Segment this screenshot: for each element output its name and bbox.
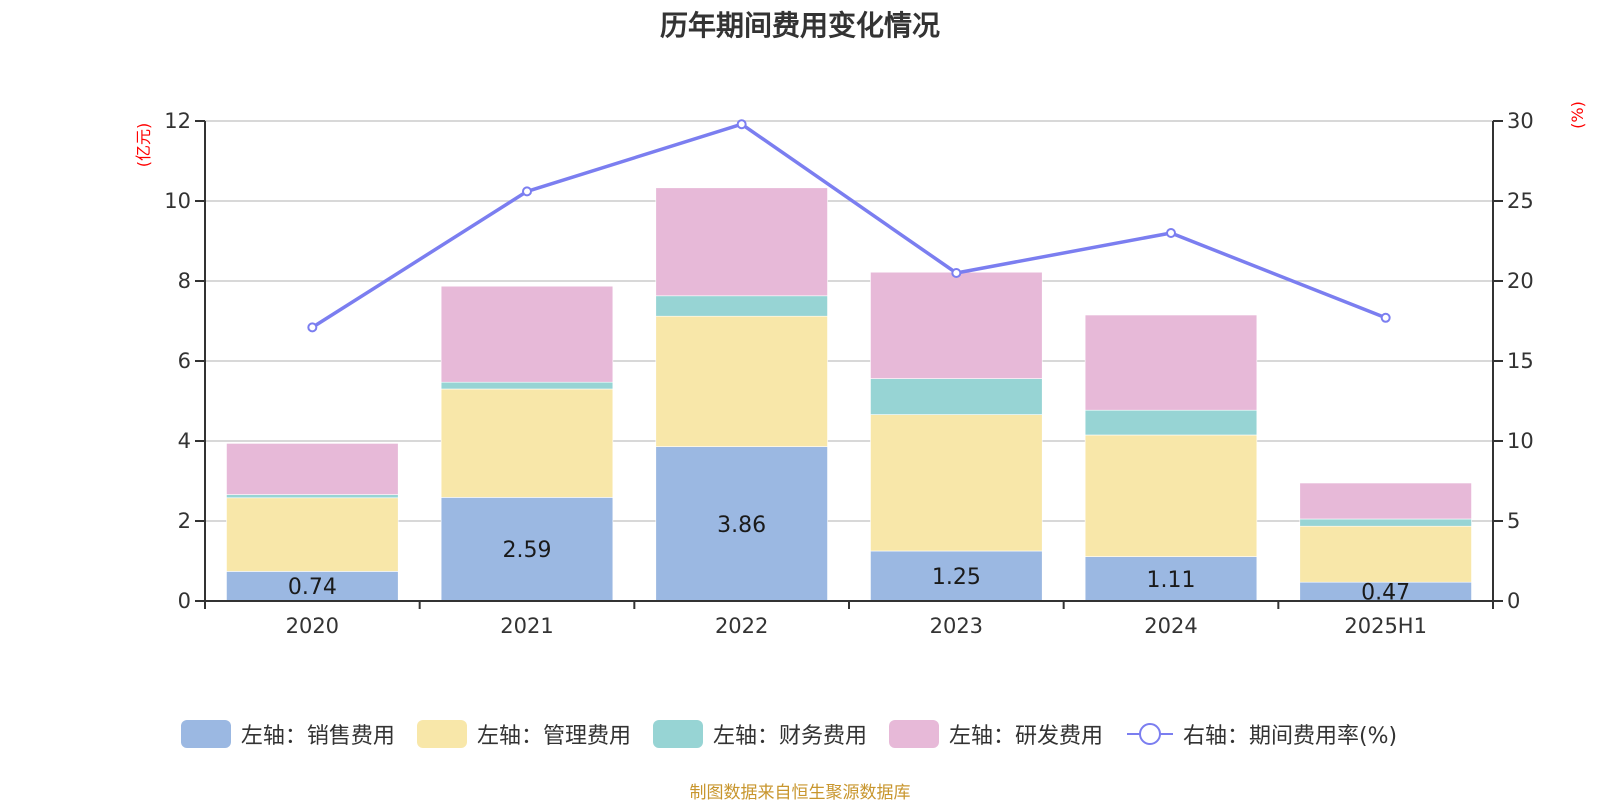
- legend-item[interactable]: 右轴：期间费用率(%): [1125, 718, 1397, 750]
- left-axis-tick-label: 10: [164, 189, 191, 213]
- legend-line-marker-icon: [1126, 723, 1173, 745]
- x-axis-tick-label: 2022: [715, 614, 768, 638]
- legend-swatch-icon: [180, 720, 231, 748]
- bar-segment: [440, 388, 614, 498]
- bar-value-label: 2.59: [503, 538, 552, 563]
- legend-swatch-icon: [416, 720, 467, 748]
- rate-line-point: [1166, 228, 1176, 238]
- legend-swatch-icon: [888, 720, 939, 748]
- bar-value-label: 1.25: [932, 565, 981, 590]
- bar-segment: [1299, 482, 1472, 520]
- x-axis-tick-label: 2021: [500, 614, 553, 638]
- bar-segment: [1084, 409, 1258, 436]
- legend-label: 左轴：研发费用: [948, 724, 1103, 749]
- right-axis-tick-label: 20: [1507, 269, 1534, 293]
- right-axis-tick-label: 30: [1507, 109, 1534, 133]
- legend: 左轴：销售费用 左轴：管理费用 左轴：财务费用 左轴：研发费用 右轴：期间费用率(%): [0, 718, 1600, 750]
- bar-segment: [655, 315, 828, 447]
- rate-line-point: [736, 119, 747, 130]
- bar-value-label: 1.11: [1147, 568, 1196, 593]
- legend-label: 右轴：期间费用率(%): [1182, 724, 1398, 749]
- legend-label: 左轴：管理费用: [476, 724, 631, 749]
- bar-segment: [870, 378, 1043, 415]
- legend-item[interactable]: 左轴：销售费用: [180, 718, 395, 750]
- gridlines: [205, 120, 1493, 522]
- legend-item[interactable]: 左轴：管理费用: [416, 718, 631, 750]
- bar-segment: [226, 497, 399, 572]
- bar-segment: [870, 414, 1043, 552]
- bar-segment: [440, 381, 614, 390]
- bar-segment: [655, 295, 828, 317]
- right-axis-tick-label: 15: [1507, 349, 1534, 373]
- rate-line-path: [311, 122, 1387, 329]
- bar-value-label: 0.74: [288, 575, 337, 600]
- legend-swatch-icon: [652, 720, 703, 748]
- bar-segment: [655, 446, 828, 602]
- bar-segment: [1084, 314, 1258, 411]
- bar-segment: [440, 285, 614, 383]
- right-axis-tick-label: 25: [1507, 189, 1534, 213]
- legend-label: 左轴：销售费用: [240, 724, 395, 749]
- left-axis-tick-label: 0: [178, 589, 191, 613]
- left-axis-tick-label: 6: [178, 349, 191, 373]
- legend-label: 左轴：财务费用: [712, 724, 867, 749]
- left-axis-unit-label: (亿元): [134, 123, 153, 168]
- legend-item[interactable]: 左轴：财务费用: [652, 718, 867, 750]
- rate-line-point: [1380, 312, 1391, 323]
- rate-line-point: [951, 268, 962, 278]
- bar-segment: [226, 571, 399, 602]
- left-axis-tick-label: 12: [164, 109, 191, 133]
- bar-segment: [870, 271, 1043, 379]
- chart-title: 历年期间费用变化情况: [659, 9, 940, 42]
- source-note: 制图数据来自恒生聚源数据库: [689, 783, 911, 803]
- right-axis-tick-label: 0: [1507, 589, 1520, 613]
- x-axis-tick-label: 2023: [930, 614, 983, 638]
- left-axis-tick-label: 2: [178, 509, 191, 533]
- right-axis-tick-label: 5: [1507, 509, 1520, 533]
- bar-segment: [1299, 525, 1472, 583]
- bar-segment: [1084, 434, 1258, 557]
- bar-value-label: 3.86: [717, 513, 766, 538]
- bars: [226, 187, 1472, 602]
- right-axis-unit-label: (%): [1568, 101, 1587, 129]
- left-axis-tick-label: 4: [178, 429, 191, 453]
- rate-line-point: [307, 322, 318, 333]
- right-axis-tick-label: 10: [1507, 429, 1534, 453]
- labels: 0 2 4 6 8 10 12 0 5 10 15 20 25 30 2020 2021 2022 2023 202…: [164, 109, 1533, 638]
- legend-item[interactable]: 左轴：研发费用: [888, 718, 1103, 750]
- left-axis-tick-label: 8: [178, 269, 191, 293]
- bar-segment: [226, 494, 399, 499]
- bar-segment: [655, 187, 828, 297]
- x-axis-tick-label: 2025H1: [1344, 614, 1427, 638]
- axes: [195, 120, 1503, 609]
- bar-value-label: 0.47: [1361, 581, 1410, 606]
- x-axis-tick-label: 2024: [1144, 614, 1197, 638]
- bar-segment: [440, 497, 614, 602]
- bar-segment: [1299, 518, 1472, 527]
- x-axis-tick-label: 2020: [286, 614, 339, 638]
- rate-line: [307, 119, 1391, 333]
- bar-segment: [226, 443, 399, 495]
- rate-line-point: [522, 186, 532, 197]
